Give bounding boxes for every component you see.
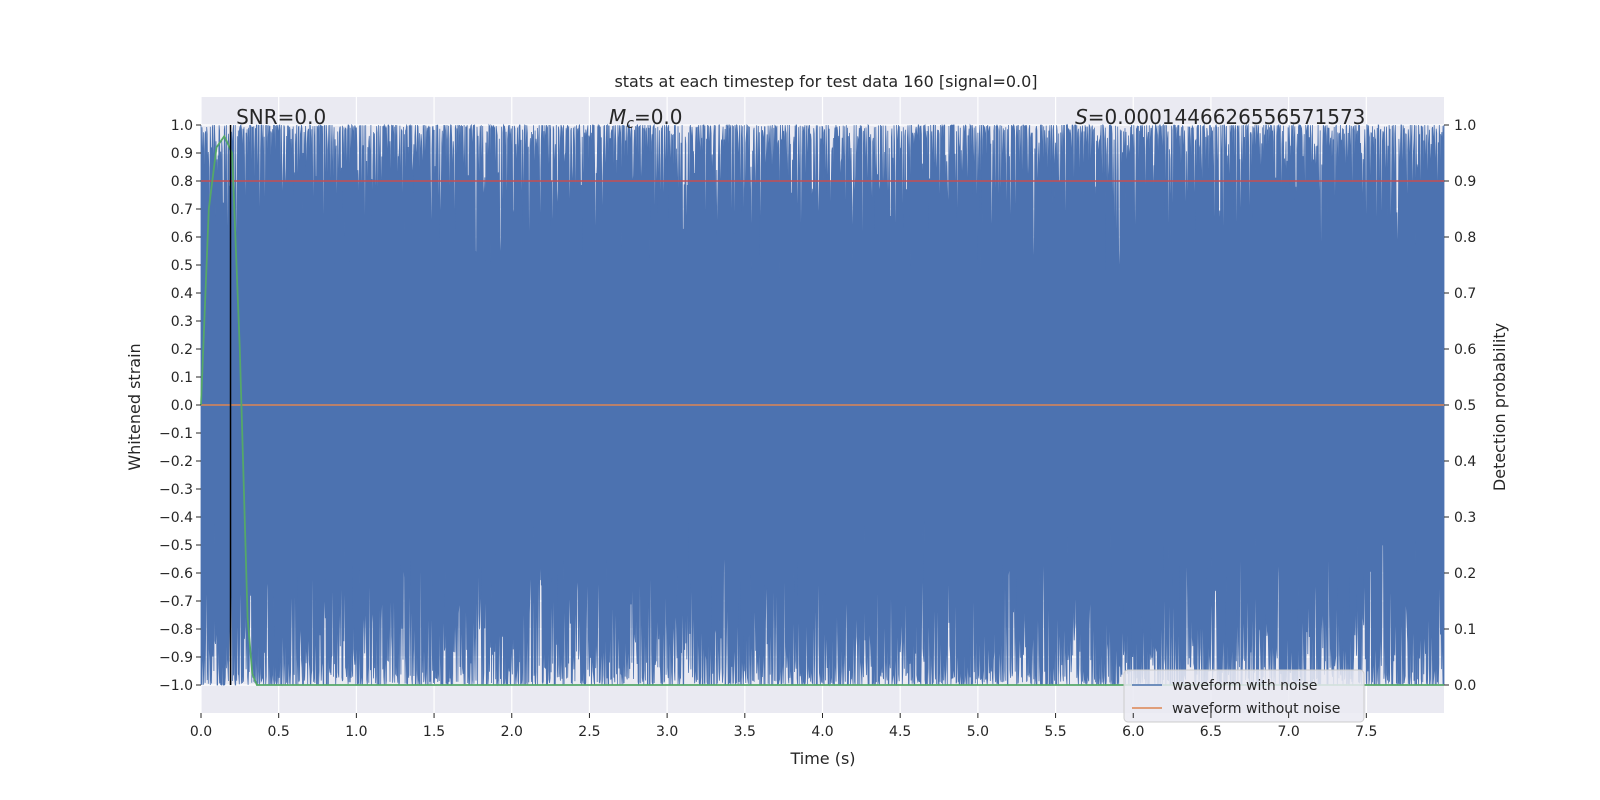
y-tick-label: 1.0 — [171, 118, 193, 134]
y-tick-label: −0.9 — [159, 650, 193, 666]
legend-label: waveform without noise — [1172, 701, 1340, 717]
y-tick-label: 0.4 — [171, 286, 193, 302]
annotation-3: S=0.0001446626556571573 — [1075, 105, 1365, 129]
y-tick-label: 0.8 — [171, 174, 193, 190]
y-right-tick-label: 0.2 — [1454, 566, 1476, 582]
y-right-tick-label: 0.1 — [1454, 622, 1476, 638]
x-tick-label: 7.5 — [1355, 724, 1377, 740]
y-right-tick-label: 1.0 — [1454, 118, 1476, 134]
x-tick-label: 4.5 — [889, 724, 911, 740]
y-right-tick-label: 0.0 — [1454, 678, 1476, 694]
y-tick-label: 0.7 — [171, 202, 193, 218]
legend-label: waveform with noise — [1172, 678, 1317, 694]
y-right-tick-label: 0.6 — [1454, 342, 1476, 358]
y-right-tick-label: 0.4 — [1454, 454, 1476, 470]
x-tick-label: 3.0 — [656, 724, 678, 740]
x-tick-label: 2.0 — [501, 724, 523, 740]
y-tick-label: −0.1 — [159, 426, 193, 442]
x-tick-label: 0.5 — [268, 724, 290, 740]
y-right-tick-label: 0.8 — [1454, 230, 1476, 246]
y-right-tick-label: 0.9 — [1454, 174, 1476, 190]
y-tick-label: −0.8 — [159, 622, 193, 638]
y-tick-label: 0.0 — [171, 398, 193, 414]
legend: waveform with noise waveform without nois… — [1123, 669, 1365, 723]
y-tick-label: 0.3 — [171, 314, 193, 330]
y-right-tick-label: 0.7 — [1454, 286, 1476, 302]
x-tick-label: 5.0 — [967, 724, 989, 740]
x-axis-label: Time (s) — [789, 749, 855, 768]
annotation-value: =0.0 — [278, 105, 327, 129]
x-tick-label: 0.0 — [190, 724, 212, 740]
annotation-value: =0.0001446626556571573 — [1088, 105, 1366, 129]
annotation-2: Mc=0.0 — [609, 105, 683, 132]
x-tick-label: 6.0 — [1122, 724, 1144, 740]
y-tick-label: −0.5 — [159, 538, 193, 554]
y-tick-label: −0.3 — [159, 482, 193, 498]
y-tick-label: 0.5 — [171, 258, 193, 274]
annotation-subscript: c — [626, 116, 634, 132]
x-tick-label: 2.5 — [578, 724, 600, 740]
legend-box — [1123, 669, 1365, 723]
y-right-tick-label: 0.5 — [1454, 398, 1476, 414]
y-tick-label: −0.4 — [159, 510, 193, 526]
chart-title: stats at each timestep for test data 160… — [614, 72, 1037, 91]
x-tick-label: 4.0 — [811, 724, 833, 740]
annotation-prefix: SNR — [236, 105, 278, 129]
x-tick-label: 5.5 — [1044, 724, 1066, 740]
y-tick-label: −0.6 — [159, 566, 193, 582]
x-tick-label: 1.5 — [423, 724, 445, 740]
y-tick-label: −0.2 — [159, 454, 193, 470]
y-tick-label: −1.0 — [159, 678, 193, 694]
y-tick-label: 0.2 — [171, 342, 193, 358]
annotation-value: =0.0 — [634, 105, 683, 129]
x-tick-label: 7.0 — [1277, 724, 1299, 740]
y-right-tick-label: 0.3 — [1454, 510, 1476, 526]
y-tick-label: −0.7 — [159, 594, 193, 610]
annotation-prefix: M — [609, 105, 626, 129]
y-right-axis-label: Detection probability — [1490, 323, 1509, 491]
y-tick-label: 0.6 — [171, 230, 193, 246]
y-axis-label: Whitened strain — [125, 343, 144, 470]
plot-area: SNR=0.0 Mc=0.0 S=0.0001446626556571573 — [200, 97, 1445, 713]
y-tick-label: 0.9 — [171, 146, 193, 162]
annotation-prefix: S — [1075, 105, 1088, 129]
annotation-1: SNR=0.0 — [236, 105, 326, 129]
y-tick-label: 0.1 — [171, 370, 193, 386]
x-tick-label: 3.5 — [734, 724, 756, 740]
x-tick-label: 6.5 — [1200, 724, 1222, 740]
series-detection-probability — [200, 134, 1444, 686]
x-tick-label: 1.0 — [345, 724, 367, 740]
